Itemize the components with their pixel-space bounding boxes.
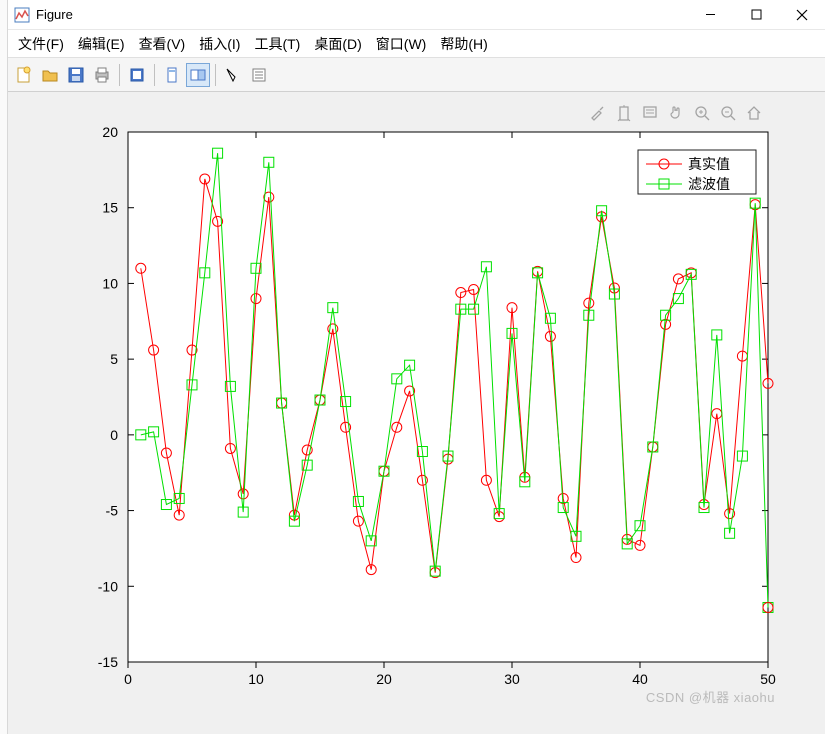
svg-text:-10: -10 [98,578,118,594]
figure-window: Figure 文件(F) 编辑(E) 查看(V) 插入(I) 工具(T) 桌面(… [8,0,825,734]
close-button[interactable] [779,0,825,29]
svg-text:真实值: 真实值 [688,156,730,172]
svg-text:0: 0 [124,671,132,687]
window-controls [687,0,825,29]
left-gutter [0,0,8,734]
maximize-button[interactable] [733,0,779,29]
print-preview-button[interactable] [125,63,149,87]
svg-text:10: 10 [248,671,264,687]
toolbar-separator [154,64,155,86]
link-button[interactable] [186,63,210,87]
plot-axes[interactable]: 0 10 20 30 40 50 -15 -10 -5 0 5 10 15 20 真实值滤波值 [8,92,825,734]
menu-desktop[interactable]: 桌面(D) [314,34,361,54]
print-button[interactable] [90,63,114,87]
titlebar: Figure [8,0,825,30]
svg-text:30: 30 [504,671,520,687]
edit-plot-button[interactable] [221,63,245,87]
menu-edit[interactable]: 编辑(E) [78,34,125,54]
svg-text:50: 50 [760,671,776,687]
toolbar-separator [119,64,120,86]
svg-text:15: 15 [102,200,118,216]
svg-text:滤波值: 滤波值 [688,176,730,192]
watermark: CSDN @机器 xiaohu [646,687,775,706]
svg-text:20: 20 [376,671,392,687]
minimize-button[interactable] [687,0,733,29]
svg-text:10: 10 [102,275,118,291]
menu-insert[interactable]: 插入(I) [199,34,240,54]
svg-text:-5: -5 [106,503,119,519]
svg-text:40: 40 [632,671,648,687]
svg-text:20: 20 [102,124,118,140]
new-figure-button[interactable] [12,63,36,87]
menubar: 文件(F) 编辑(E) 查看(V) 插入(I) 工具(T) 桌面(D) 窗口(W… [8,30,825,58]
toolbar-separator [215,64,216,86]
menu-file[interactable]: 文件(F) [18,34,64,54]
menu-help[interactable]: 帮助(H) [440,34,487,54]
window-title: Figure [36,7,687,22]
open-button[interactable] [38,63,62,87]
menu-window[interactable]: 窗口(W) [376,34,427,54]
insert-colorbar-button[interactable] [247,63,271,87]
app-icon [14,7,30,23]
save-button[interactable] [64,63,88,87]
data-cursor-button[interactable] [160,63,184,87]
svg-text:0: 0 [110,427,118,443]
menu-tools[interactable]: 工具(T) [254,34,300,54]
menu-view[interactable]: 查看(V) [139,34,186,54]
svg-text:-15: -15 [98,654,118,670]
toolbar [8,58,825,92]
svg-text:5: 5 [110,351,118,367]
figure-area: 0 10 20 30 40 50 -15 -10 -5 0 5 10 15 20 真实值滤波值 CSDN @… [8,92,825,734]
